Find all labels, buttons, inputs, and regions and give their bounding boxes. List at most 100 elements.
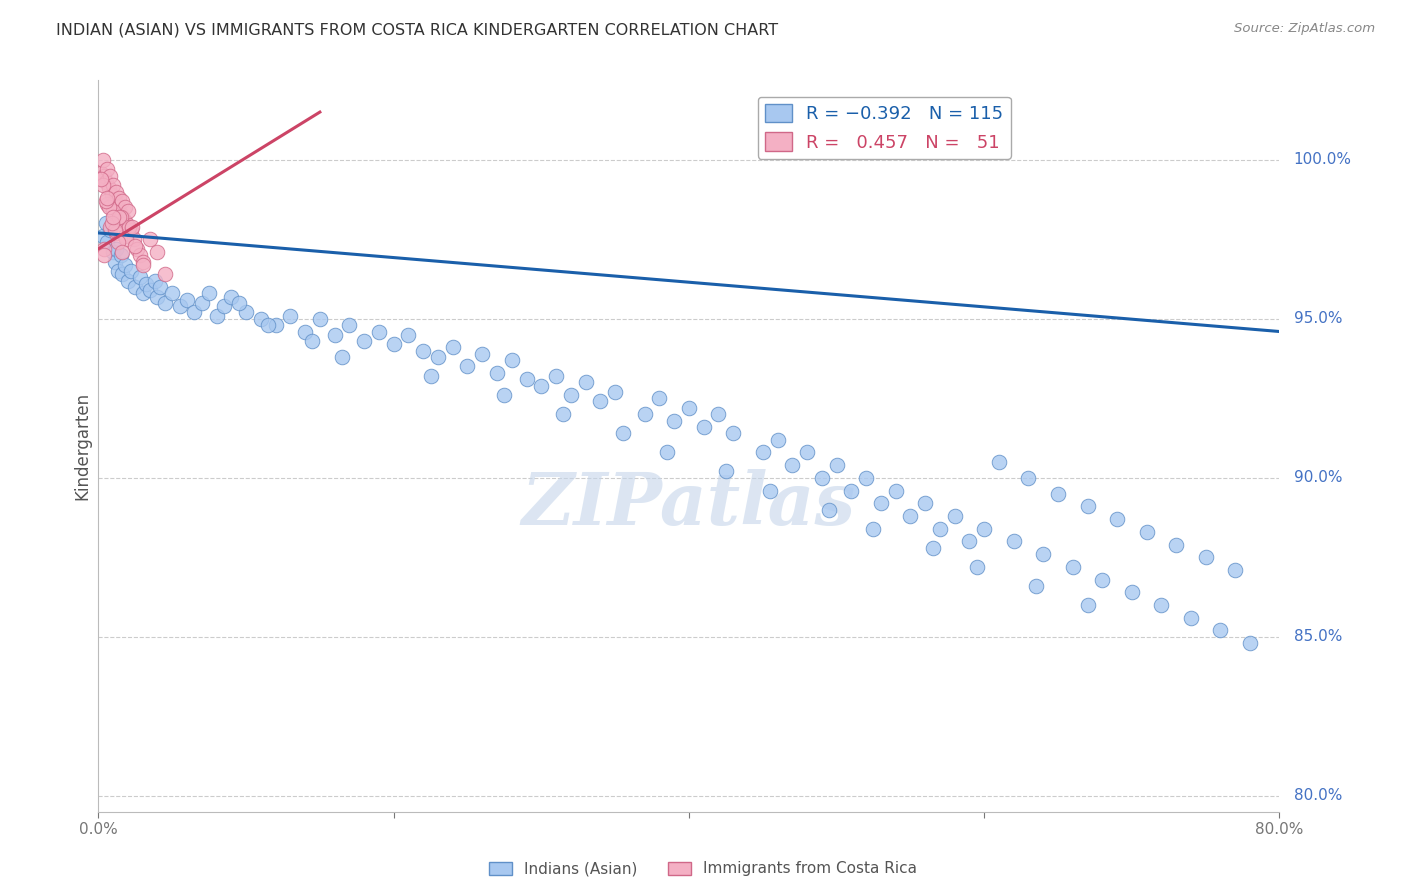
Point [103, 178, 125, 193]
Point [110, 207, 132, 221]
Point [115, 232, 138, 246]
Point [96, 197, 118, 211]
Point [135, 277, 157, 291]
Point [125, 242, 148, 256]
Point [323, 327, 346, 342]
Point [714, 465, 737, 479]
Point [111, 267, 134, 281]
Point [108, 210, 131, 224]
Point [105, 226, 128, 240]
Point [139, 283, 162, 297]
Point [869, 496, 891, 510]
Text: 85.0%: 85.0% [1294, 630, 1341, 644]
Point [589, 394, 612, 409]
Point [153, 267, 176, 281]
Point [1025, 579, 1047, 593]
Point [1135, 524, 1157, 539]
Point [96, 235, 118, 250]
Point [419, 369, 441, 384]
Point [1046, 486, 1069, 500]
Point [128, 248, 150, 262]
Point [664, 413, 686, 427]
Point [219, 289, 243, 303]
Point [612, 426, 634, 441]
Point [921, 541, 943, 555]
Legend: Indians (Asian), Immigrants from Costa Rica: Indians (Asian), Immigrants from Costa R… [482, 855, 924, 882]
Point [1150, 598, 1173, 612]
Point [103, 245, 125, 260]
Legend: R = −0.392   N = 115, R =   0.457   N =   51: R = −0.392 N = 115, R = 0.457 N = 51 [758, 96, 1011, 159]
Point [90, 172, 112, 186]
Point [120, 223, 142, 237]
Point [501, 353, 523, 368]
Point [96, 191, 118, 205]
Point [103, 210, 125, 224]
Point [516, 372, 538, 386]
Point [368, 325, 391, 339]
Point [121, 219, 143, 234]
Point [337, 318, 360, 333]
Point [1002, 534, 1025, 549]
Point [143, 274, 166, 288]
Point [862, 522, 884, 536]
Point [115, 216, 138, 230]
Point [494, 388, 516, 402]
Point [128, 270, 150, 285]
Point [118, 219, 141, 234]
Point [117, 203, 139, 218]
Point [90, 165, 112, 179]
Point [1195, 550, 1218, 565]
Point [427, 350, 450, 364]
Point [723, 426, 745, 441]
Point [132, 286, 155, 301]
Point [1180, 611, 1202, 625]
Point [900, 508, 922, 523]
Point [1091, 573, 1114, 587]
Point [169, 299, 191, 313]
Point [914, 496, 936, 510]
Point [1105, 512, 1128, 526]
Point [441, 340, 464, 354]
Point [105, 185, 128, 199]
Point [96, 162, 118, 177]
Point [1121, 585, 1143, 599]
Point [633, 407, 655, 421]
Point [107, 264, 129, 278]
Point [257, 318, 280, 333]
Point [104, 223, 127, 237]
Point [98, 223, 121, 237]
Point [973, 522, 995, 536]
Point [353, 334, 375, 348]
Point [205, 309, 228, 323]
Point [1164, 538, 1187, 552]
Point [94, 216, 117, 230]
Point [111, 194, 134, 208]
Point [546, 369, 568, 384]
Y-axis label: Kindergarten: Kindergarten [73, 392, 91, 500]
Point [93, 169, 115, 183]
Point [235, 305, 257, 319]
Point [124, 280, 146, 294]
Point [959, 534, 981, 549]
Point [1209, 624, 1232, 638]
Point [212, 299, 235, 313]
Point [132, 258, 155, 272]
Point [228, 296, 250, 310]
Point [91, 178, 114, 193]
Point [198, 286, 221, 301]
Point [884, 483, 907, 498]
Point [759, 483, 782, 498]
Point [146, 289, 169, 303]
Point [107, 201, 129, 215]
Point [693, 420, 716, 434]
Point [250, 311, 273, 326]
Point [107, 235, 129, 250]
Point [605, 384, 627, 399]
Point [114, 229, 136, 244]
Point [1017, 471, 1039, 485]
Point [108, 191, 131, 205]
Point [183, 305, 205, 319]
Point [855, 471, 877, 485]
Point [176, 293, 198, 307]
Point [309, 311, 332, 326]
